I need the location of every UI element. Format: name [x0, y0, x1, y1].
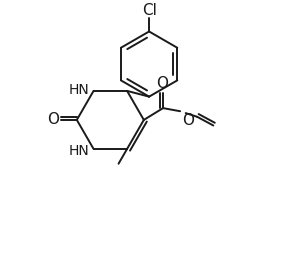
Text: O: O	[182, 113, 194, 128]
Text: O: O	[47, 112, 59, 126]
Text: O: O	[156, 75, 168, 90]
Text: Cl: Cl	[142, 3, 157, 18]
Text: HN: HN	[69, 144, 90, 158]
Text: HN: HN	[69, 83, 90, 97]
